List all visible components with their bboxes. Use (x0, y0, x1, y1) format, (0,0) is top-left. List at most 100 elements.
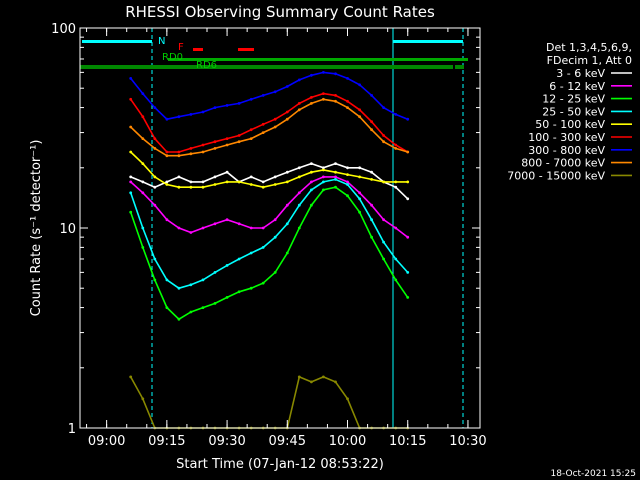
data-point (285, 110, 289, 114)
data-point (334, 99, 337, 103)
data-point (382, 106, 385, 109)
data-point (334, 162, 337, 166)
data-point (213, 140, 217, 144)
data-point (285, 180, 289, 184)
series-line-2 (130, 176, 409, 238)
data-point (370, 128, 373, 132)
data-point (394, 278, 398, 282)
data-point (237, 180, 241, 184)
data-point (129, 180, 133, 184)
flag-label-rd6: RD6 (196, 60, 217, 71)
data-point (297, 226, 301, 230)
data-point (382, 134, 385, 137)
series-line-6 (130, 92, 409, 153)
flare-flag-bar (238, 48, 254, 51)
data-point (334, 94, 337, 97)
data-point (177, 317, 181, 321)
x-tick-label: 09:15 (148, 434, 185, 449)
legend-entry-label: 100 - 300 keV (528, 131, 605, 144)
data-point (141, 162, 145, 166)
data-point (358, 197, 361, 201)
data-point (382, 218, 385, 222)
data-point (237, 257, 241, 261)
data-point (201, 150, 205, 154)
data-point (225, 218, 229, 222)
legend: Det 1,3,4,5,6,9, FDecim 1, Att 0 3 - 6 k… (507, 41, 632, 182)
data-point (406, 150, 410, 154)
data-point (394, 180, 398, 184)
data-point (165, 278, 169, 282)
data-point (370, 94, 373, 97)
data-point (237, 134, 241, 137)
legend-entry-label: 300 - 800 keV (528, 144, 605, 157)
data-point (297, 375, 301, 379)
plot-timestamp: 18-Oct-2021 15:25 (551, 469, 636, 479)
data-point (225, 296, 229, 299)
data-point (346, 166, 349, 170)
data-point (249, 251, 253, 255)
data-point (225, 104, 229, 107)
data-point (225, 137, 229, 141)
data-point (382, 240, 385, 244)
x-tick-label: 10:30 (449, 434, 486, 449)
rd6-flag-bar (455, 65, 464, 69)
data-point (322, 175, 325, 179)
data-point (322, 168, 325, 172)
data-point (141, 137, 145, 141)
data-point (322, 97, 325, 101)
data-point (129, 210, 133, 214)
data-point (285, 203, 289, 207)
data-point (153, 257, 157, 261)
data-point (322, 180, 325, 184)
data-point (189, 113, 193, 116)
data-point (273, 218, 277, 222)
legend-entry-label: 800 - 7000 keV (521, 157, 605, 170)
data-point (273, 117, 277, 121)
data-point (177, 175, 181, 179)
data-point (310, 162, 313, 166)
y-tick-label: 10 (59, 222, 76, 237)
series-line-1 (130, 162, 409, 200)
x-tick-label: 09:30 (208, 434, 245, 449)
data-point (394, 226, 398, 230)
data-point (273, 175, 277, 179)
data-point (346, 397, 349, 401)
data-point (189, 283, 193, 287)
data-point (297, 102, 301, 105)
x-tick-label: 09:45 (269, 434, 306, 449)
data-point (153, 185, 157, 189)
data-point (153, 106, 157, 109)
data-point (165, 183, 169, 186)
axes: 09:00 09:15 09:30 09:45 10:00 10:15 10:30 1 10 10… (51, 22, 487, 449)
x-tick-label: 10:15 (389, 434, 426, 449)
data-point (141, 397, 145, 401)
data-point (213, 175, 217, 179)
rd6-flag-bar (80, 65, 453, 69)
legend-entry-label: 12 - 25 keV (542, 93, 605, 106)
data-point (358, 108, 361, 112)
series-line-4 (129, 178, 409, 290)
data-point (201, 185, 205, 189)
data-point (261, 246, 265, 249)
data-point (297, 78, 301, 82)
data-point (201, 278, 205, 282)
data-point (249, 128, 253, 132)
data-point (406, 117, 410, 121)
flag-label-n: N (158, 36, 165, 47)
data-point (322, 166, 325, 170)
data-point (201, 110, 205, 114)
data-point (370, 218, 373, 222)
data-point (358, 210, 361, 214)
data-point (177, 150, 181, 154)
data-point (213, 183, 217, 186)
data-point (189, 152, 193, 156)
night-flag-bar (393, 40, 463, 43)
data-point (394, 143, 398, 147)
data-point (406, 296, 410, 299)
data-point (297, 203, 301, 207)
data-point (394, 257, 398, 261)
data-point (297, 108, 301, 112)
data-point (310, 203, 313, 207)
y-tick-label: 100 (51, 22, 76, 37)
y-axis-label: Count Rate (s⁻¹ detector⁻¹) (29, 140, 44, 317)
